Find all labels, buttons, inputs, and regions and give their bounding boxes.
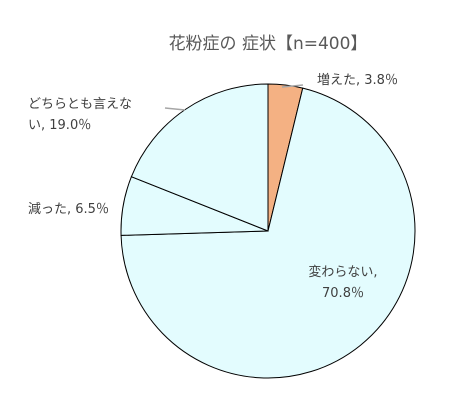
chart-title: 花粉症の 症状【n=400】 xyxy=(169,34,368,54)
leader-line-4 xyxy=(164,107,186,111)
data-label-4-line-1: どちらとも言えな xyxy=(28,97,132,112)
pie-slices xyxy=(120,83,416,379)
leader-lines xyxy=(164,84,304,111)
data-label-3-line-1: 減った, 6.5％ xyxy=(28,201,109,217)
slice-4 xyxy=(130,83,269,232)
data-label-1-line-1: 増えた, 3.8％ xyxy=(317,73,398,88)
slice-2 xyxy=(120,87,416,379)
data-label-3: 減った, 6.5％ xyxy=(28,201,109,217)
data-label-2-line-1: 変わらない, xyxy=(308,264,377,280)
data-label-4-line-2: い, 19.0％ xyxy=(28,118,91,133)
data-label-4: どちらとも言えない, 19.0％ xyxy=(28,97,132,133)
data-label-2-line-2: 70.8％ xyxy=(322,286,364,301)
leader-line-1 xyxy=(281,84,304,88)
data-label-2: 変わらない, 70.8％ xyxy=(308,264,377,301)
data-label-1: 増えた, 3.8％ xyxy=(317,73,398,88)
data-labels: 増えた, 3.8％ 変わらない, 70.8％ 減った, 6.5％ どちらとも言えない, … xyxy=(28,73,398,301)
